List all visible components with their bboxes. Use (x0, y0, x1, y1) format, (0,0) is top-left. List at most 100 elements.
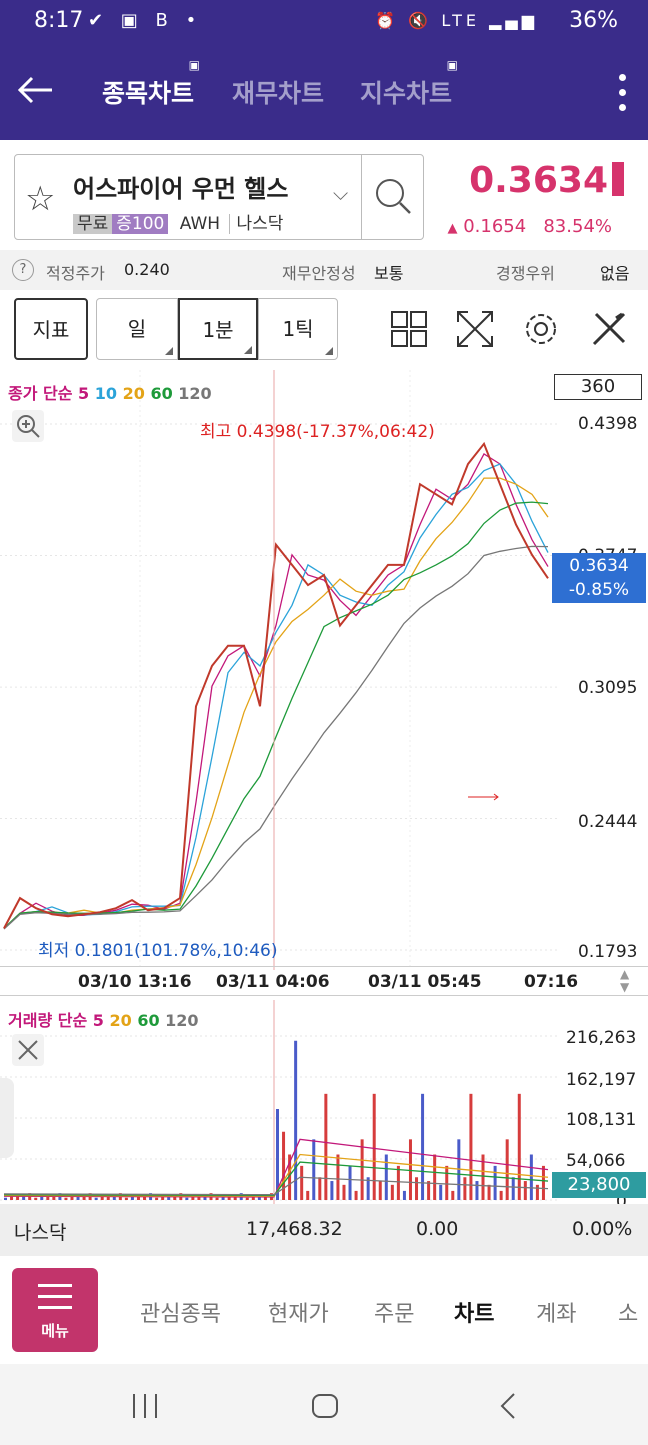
period-count[interactable]: 360 (554, 374, 642, 400)
volume-bar (167, 1195, 171, 1200)
y-axis-label: 0.4398 (578, 414, 638, 434)
status-time: 8:17 (34, 8, 84, 33)
volume-bar (481, 1154, 485, 1200)
nav-account[interactable]: 계좌 (536, 1302, 577, 1327)
zoom-in-icon[interactable] (12, 410, 44, 442)
period-day-button[interactable]: 일 (96, 298, 178, 360)
index-change-pct: 0.00% (572, 1218, 633, 1240)
volume-bar (82, 1194, 86, 1200)
menu-button[interactable]: 메뉴 (12, 1268, 98, 1352)
side-drawer-handle[interactable] (0, 1078, 14, 1158)
volume-bar (76, 1195, 80, 1200)
volume-bar (541, 1165, 545, 1200)
volume-chart[interactable] (0, 1000, 648, 1204)
nav-current-price[interactable]: 현재가 (268, 1302, 329, 1327)
chevron-down-icon[interactable]: ⌵ (333, 181, 349, 205)
volume-bar (4, 1197, 7, 1200)
volume-bar (535, 1184, 539, 1200)
volume-ma-line-120 (3, 1176, 549, 1196)
volume-bar (16, 1195, 20, 1200)
signal-icons: ⏰ 🔇 LTE ▂▄▆ (375, 11, 538, 30)
volume-axis-label: 54,066 (566, 1151, 626, 1171)
volume-bar (130, 1196, 134, 1200)
recent-apps-icon[interactable] (130, 1392, 160, 1420)
current-volume-badge: 23,800 (552, 1172, 646, 1198)
scroll-arrows-icon[interactable]: ▲ ▼ (620, 967, 630, 994)
search-icon (376, 179, 411, 214)
price-legend: 종가 단순 5 10 20 60 120 (8, 384, 212, 403)
price-change: ▲ 0.1654 83.54% (447, 216, 612, 237)
volume-bar (294, 1040, 298, 1200)
volume-bar (451, 1190, 455, 1200)
volume-bar (52, 1194, 56, 1200)
volume-bar (360, 1139, 364, 1200)
volume-bar (257, 1195, 261, 1200)
up-triangle-icon: ▲ (447, 221, 458, 236)
index-value: 17,468.32 (246, 1218, 343, 1240)
back-arrow-icon[interactable] (16, 70, 56, 110)
tab-stock-chart[interactable]: 종목차트 ▣ (102, 58, 201, 108)
fullscreen-icon[interactable] (454, 308, 496, 350)
volume-axis-label: 216,263 (566, 1028, 637, 1048)
period-minute-button[interactable]: 1분 (178, 298, 258, 360)
close-icon[interactable] (12, 1034, 44, 1066)
volume-bar (185, 1197, 189, 1200)
badge-icon: ▣ (188, 58, 201, 72)
volume-bar (10, 1196, 14, 1200)
volume-bar (396, 1165, 400, 1200)
volume-bar (439, 1184, 443, 1200)
volume-axis-label: 162,197 (566, 1070, 637, 1090)
fair-price-label: 적정주가 (46, 264, 105, 283)
volume-bar (523, 1181, 527, 1200)
volume-bar (517, 1093, 521, 1200)
valuation-row: ? 적정주가 0.240 재무안정성 보통 경쟁우위 없음 (0, 250, 648, 290)
volume-bar (251, 1196, 255, 1200)
home-icon[interactable] (310, 1392, 340, 1420)
volume-bar (100, 1196, 104, 1200)
volume-bar (390, 1184, 394, 1200)
back-nav-icon[interactable] (496, 1392, 520, 1420)
stock-selector[interactable]: ☆ 어스파이어 우먼 헬스 ⌵ 무료 증100 AWH 나스닥 (14, 154, 424, 240)
app-header: 종목차트 ▣ 재무차트 지수차트 ▣ (0, 48, 648, 140)
tab-financial-chart[interactable]: 재무차트 (232, 79, 325, 108)
tools-icon[interactable] (588, 308, 630, 350)
ma-line-120 (3, 545, 549, 930)
nav-chart[interactable]: 차트 (454, 1302, 495, 1327)
indicator-button[interactable]: 지표 (14, 298, 88, 360)
x-axis-label: 07:16 (524, 972, 579, 992)
nav-watchlist[interactable]: 관심종목 (140, 1302, 221, 1327)
volume-bar (445, 1165, 449, 1200)
more-menu-icon[interactable] (616, 70, 628, 114)
layout-grid-icon[interactable] (388, 308, 430, 350)
volume-bar (94, 1197, 98, 1200)
free-badge: 무료 (73, 214, 113, 234)
index-row[interactable]: 나스닥 17,468.32 0.00 0.00% (0, 1204, 648, 1256)
price-chart[interactable] (0, 370, 648, 970)
volume-bar (324, 1093, 328, 1200)
volume-bar (70, 1196, 74, 1200)
current-price: 0.3634 (469, 160, 608, 201)
search-button[interactable] (361, 155, 423, 239)
nav-more[interactable]: 소 (618, 1302, 639, 1327)
status-bar: 8:17 ✔ ▣ B • ⏰ 🔇 LTE ▂▄▆ 36% (0, 0, 648, 48)
volume-bar (342, 1184, 346, 1200)
volume-bar (427, 1181, 431, 1200)
tab-index-chart[interactable]: 지수차트 ▣ (360, 58, 459, 108)
volume-bar (475, 1181, 479, 1200)
volume-bar (348, 1165, 352, 1200)
volume-bar (124, 1197, 128, 1200)
gear-icon[interactable] (520, 308, 562, 350)
volume-bar (330, 1181, 334, 1200)
volume-bar (487, 1184, 491, 1200)
volume-bar (372, 1093, 376, 1200)
volume-bar (318, 1177, 322, 1200)
volume-bar (215, 1197, 219, 1200)
volume-ma-line-20 (3, 1153, 549, 1197)
system-nav-bar (0, 1364, 648, 1445)
nav-order[interactable]: 주문 (374, 1302, 415, 1327)
volume-bar (136, 1195, 140, 1200)
period-tick-button[interactable]: 1틱 (258, 298, 338, 360)
help-icon[interactable]: ? (12, 259, 34, 281)
price-up-marker (612, 162, 624, 196)
favorite-star-icon[interactable]: ☆ (25, 179, 56, 219)
